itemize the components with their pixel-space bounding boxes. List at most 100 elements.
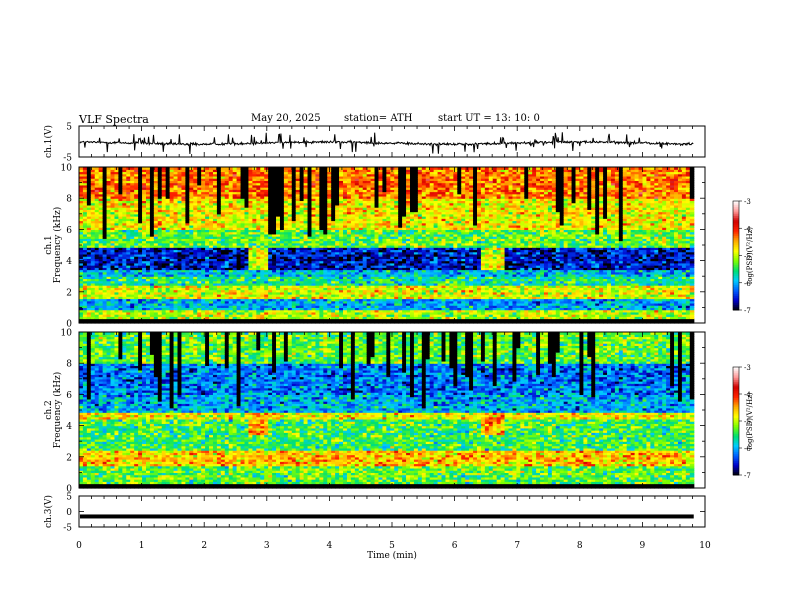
y-tick-label: 10 xyxy=(61,329,73,339)
y-axis-label: ch.3(V) xyxy=(43,495,54,528)
colorbar-tick-label: -4 xyxy=(744,225,751,233)
colorbar-segment xyxy=(733,431,739,435)
ch2-spectrogram-panel: 0 2 4 6 8 10 ch.2 Frequency (kHz) xyxy=(44,329,706,495)
colorbar-segment xyxy=(733,255,739,258)
colorbar-segment xyxy=(733,462,739,465)
colorbar-segment xyxy=(733,213,739,217)
time-axis: 0 1 2 3 4 5 6 7 8 9 10 Time (min) xyxy=(76,541,711,561)
colorbar-segment xyxy=(733,377,739,381)
spectrogram-image xyxy=(79,167,695,324)
colorbar-segment xyxy=(733,422,739,426)
colorbar-segment xyxy=(733,202,739,206)
colorbar-segment xyxy=(733,448,739,451)
y-tick-label: 8 xyxy=(66,360,72,370)
x-tick-label: 9 xyxy=(640,541,646,551)
colorbar-tick-label: -3 xyxy=(744,364,751,372)
colorbar-segment xyxy=(733,253,739,256)
colorbar-segment xyxy=(733,460,739,463)
colorbar-segment xyxy=(733,260,739,264)
y-axis-label-channel: ch.1 xyxy=(44,235,54,254)
y-tick-label: 0 xyxy=(66,320,72,330)
colorbar-segment xyxy=(733,464,739,467)
colorbar-segment xyxy=(733,306,739,309)
colorbar-tick-label: -7 xyxy=(744,472,751,480)
colorbar-segment xyxy=(733,449,739,453)
colorbar-segment xyxy=(733,394,739,397)
colorbar-segment xyxy=(733,230,739,233)
y-tick-label: 4 xyxy=(66,257,72,267)
colorbar-segment xyxy=(733,426,739,429)
colorbar-segment xyxy=(733,248,739,251)
colorbar-segment xyxy=(733,280,739,284)
colorbar-segment xyxy=(733,403,739,406)
colorbar-segment xyxy=(733,406,739,409)
colorbar-segment xyxy=(733,233,739,237)
colorbar-segment xyxy=(733,222,739,226)
start-time-label: start UT = 13: 10: 0 xyxy=(438,113,540,124)
colorbar-segment xyxy=(733,379,739,382)
y-axis-label-channel: ch.2 xyxy=(44,400,54,419)
y-tick-label: 4 xyxy=(66,422,72,432)
colorbar-segment xyxy=(733,270,739,273)
colorbar-tick-label: -3 xyxy=(744,198,751,206)
y-tick-label: 10 xyxy=(61,164,73,174)
colorbar-segment xyxy=(733,451,739,454)
colorbar-segment xyxy=(733,290,739,293)
colorbar-segment xyxy=(733,275,739,278)
colorbar-segment xyxy=(733,293,739,296)
y-tick-label: 2 xyxy=(66,453,72,463)
y-tick-label: 0 xyxy=(66,485,72,495)
colorbar-segment xyxy=(733,210,739,213)
colorbar-segment xyxy=(733,273,739,276)
colorbar-segment xyxy=(733,228,739,231)
colorbar-segment xyxy=(733,471,739,474)
colorbar-segment xyxy=(733,417,739,420)
colorbar-segment xyxy=(733,240,739,244)
colorbar-segment xyxy=(733,271,739,275)
colorbar-segment xyxy=(733,410,739,413)
x-tick-label: 3 xyxy=(264,541,270,551)
y-tick-label: 0 xyxy=(66,508,72,518)
x-tick-label: 4 xyxy=(327,541,333,551)
colorbar-segment xyxy=(733,217,739,220)
colorbar-segment xyxy=(733,235,739,238)
colorbar-tick-label: -4 xyxy=(744,391,751,399)
colorbar-segment xyxy=(733,302,739,306)
colorbar-segment xyxy=(733,455,739,458)
y-tick-label: 2 xyxy=(66,288,72,298)
ch1-waveform-panel: 5 -5 ch.1(V) xyxy=(43,123,706,164)
colorbar-segment xyxy=(733,439,739,442)
y-tick-label: -5 xyxy=(63,524,72,534)
colorbar-segment xyxy=(733,413,739,417)
colorbar-segment xyxy=(733,435,739,438)
x-tick-label: 8 xyxy=(577,541,583,551)
colorbar-segment xyxy=(733,444,739,447)
colorbar-segment xyxy=(733,446,739,449)
colorbar-segment xyxy=(733,208,739,211)
colorbar-segment xyxy=(733,297,739,300)
colorbar-segment xyxy=(733,206,739,209)
colorbar-tick-label: -5 xyxy=(744,418,751,426)
colorbar-segment xyxy=(733,220,739,224)
colorbar-segment xyxy=(733,442,739,445)
colorbar-segment xyxy=(733,458,739,462)
colorbar-segment xyxy=(733,282,739,286)
y-tick-label: 5 xyxy=(66,493,72,503)
colorbar-tick-label: -7 xyxy=(744,307,751,315)
colorbar-segment xyxy=(733,473,739,476)
ch3-trace xyxy=(80,514,694,519)
ch1-trace xyxy=(79,132,694,155)
y-tick-label: 8 xyxy=(66,195,72,205)
colorbar-segment xyxy=(733,408,739,411)
colorbar-segment xyxy=(733,231,739,235)
y-axis-label: ch.1(V) xyxy=(43,125,54,158)
colorbar-segment xyxy=(733,257,739,260)
colorbar-segment xyxy=(733,219,739,222)
x-tick-label: 7 xyxy=(514,541,520,551)
colorbar-segment xyxy=(733,259,739,262)
colorbar-segment xyxy=(733,224,739,227)
colorbar-segment xyxy=(733,295,739,298)
colorbar-segment xyxy=(733,374,739,377)
colorbar-segment xyxy=(733,308,739,311)
